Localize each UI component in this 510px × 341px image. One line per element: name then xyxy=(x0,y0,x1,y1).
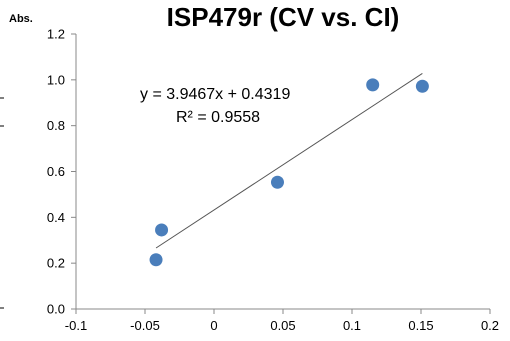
y-ticks: 0.0 0.2 0.4 0.6 0.8 1.0 1.2 xyxy=(47,27,76,317)
y-tick-label: 0.2 xyxy=(47,256,65,271)
y-tick-label: 1.2 xyxy=(47,27,65,42)
data-point xyxy=(415,79,429,93)
data-point xyxy=(155,223,169,237)
x-ticks: -0.1 -0.05 0 0.05 0.1 0.15 0.2 xyxy=(65,309,499,333)
trendline-equation: y = 3.9467x + 0.4319 xyxy=(140,86,290,103)
plot-area xyxy=(75,34,490,310)
x-tick-label: 0 xyxy=(210,318,217,333)
y-tick-label: 0.6 xyxy=(47,164,65,179)
x-tick-label: 0.2 xyxy=(481,318,499,333)
x-tick-label: 0.05 xyxy=(270,318,295,333)
y-tick-label: 1.0 xyxy=(47,72,65,87)
x-tick-label: 0.1 xyxy=(343,318,361,333)
x-tick-label: -0.1 xyxy=(65,318,87,333)
y-axis-label: Abs. xyxy=(9,13,33,25)
data-point xyxy=(270,175,284,189)
chart-title: ISP479r (CV vs. CI) xyxy=(167,2,400,32)
data-point xyxy=(366,78,380,92)
left-edge-marks xyxy=(0,97,4,309)
y-tick-label: 0.8 xyxy=(47,118,65,133)
trendline xyxy=(155,73,423,249)
x-tick-label: -0.05 xyxy=(130,318,160,333)
x-tick-label: 0.15 xyxy=(408,318,433,333)
data-point xyxy=(149,253,163,267)
r-squared-label: R² = 0.9558 xyxy=(176,109,260,126)
y-tick-label: 0.0 xyxy=(47,302,65,317)
y-tick-label: 0.4 xyxy=(47,210,65,225)
data-points xyxy=(149,78,429,267)
